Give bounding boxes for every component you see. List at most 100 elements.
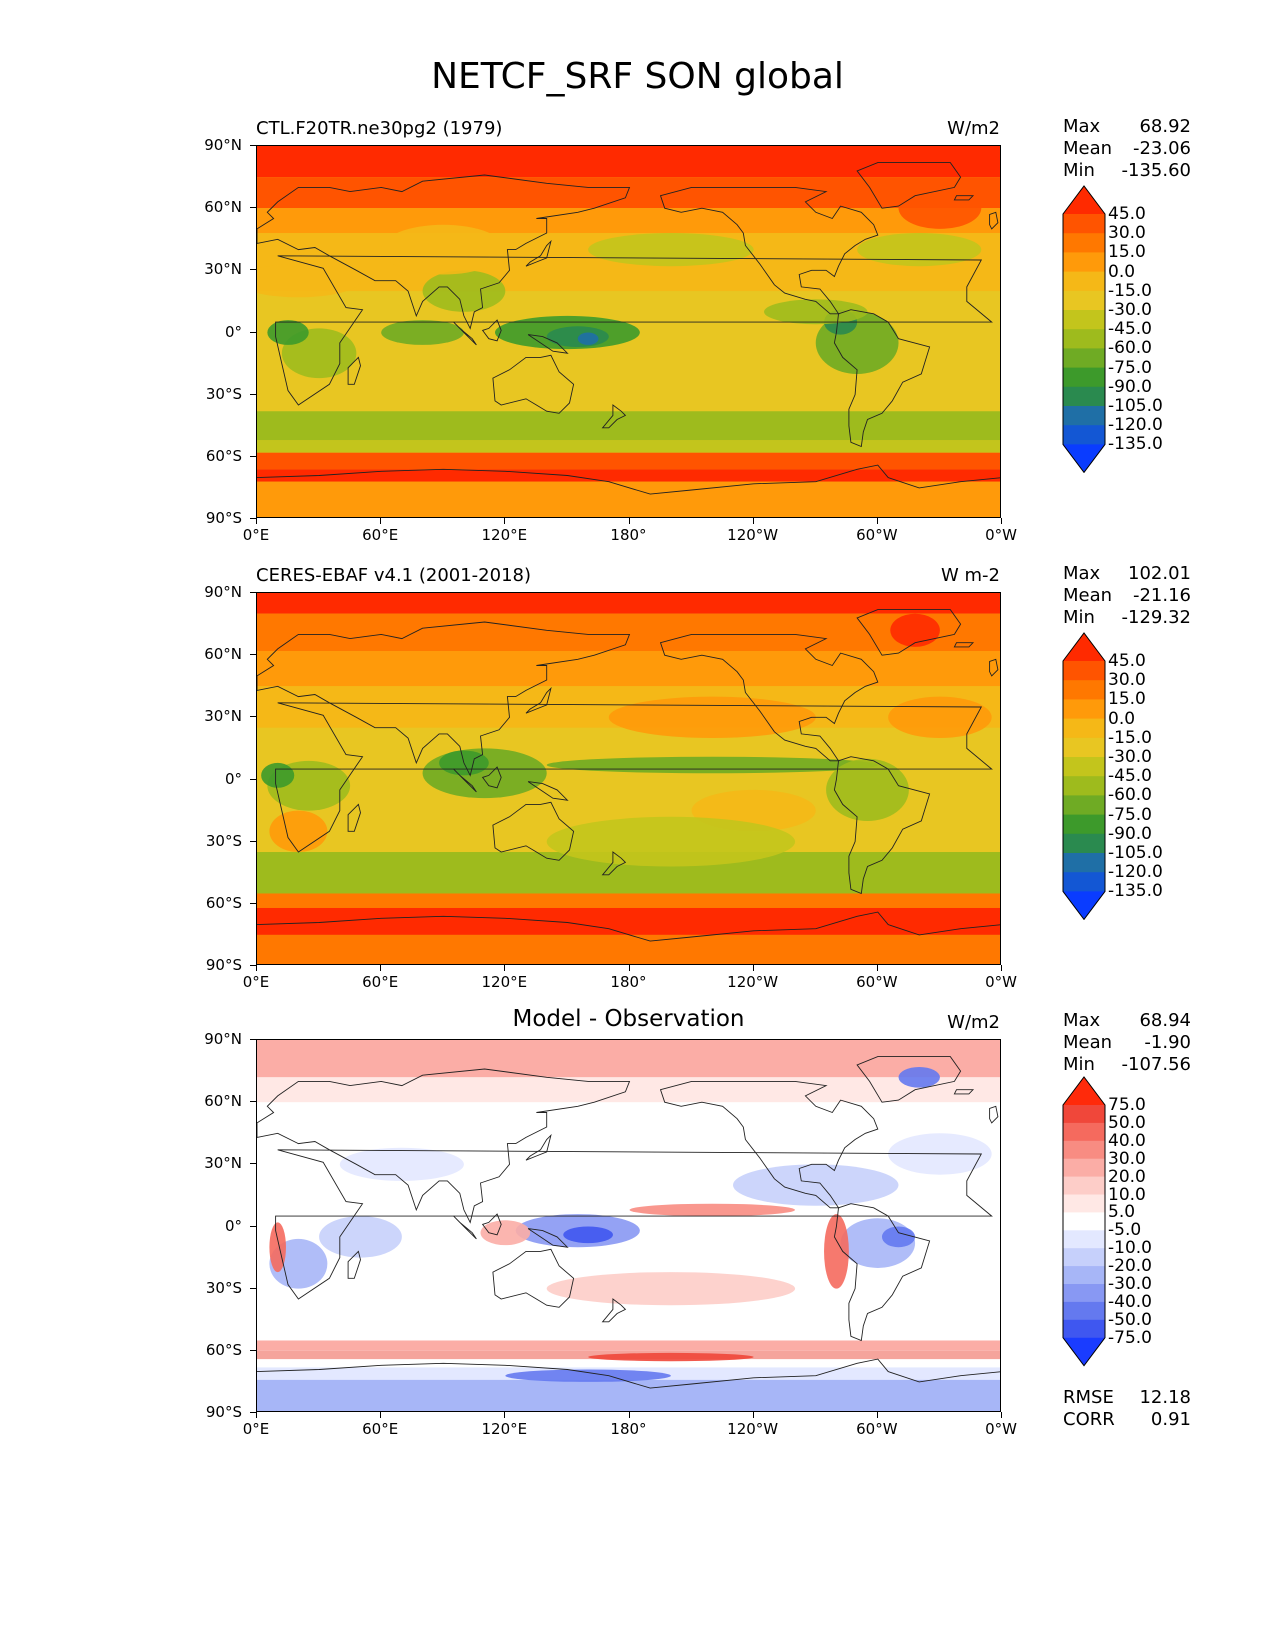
contour-blob bbox=[824, 1214, 849, 1289]
contour-blob bbox=[546, 326, 609, 348]
colorbar-label: -45.0 bbox=[1108, 766, 1152, 787]
map-panel: CTL.F20TR.ne30pg2 (1979) W/m2 90°N 60°N 30°N… bbox=[0, 116, 1275, 548]
x-tick bbox=[380, 965, 382, 971]
y-tick-label: 60°S bbox=[205, 446, 242, 465]
y-tick-label: 0° bbox=[224, 1216, 242, 1235]
colorbar-segment bbox=[1063, 1122, 1105, 1142]
colorbar-segment bbox=[1063, 386, 1105, 407]
colorbar-label: 15.0 bbox=[1108, 242, 1146, 263]
stats-block: Max 102.01 Mean -21.16 Min -129.32 bbox=[1063, 563, 1191, 629]
colorbar-segment bbox=[1063, 367, 1105, 388]
x-tick-label: 0°E bbox=[242, 1420, 270, 1438]
map-plot bbox=[256, 592, 1001, 965]
y-tick bbox=[250, 1039, 256, 1040]
contour-band bbox=[257, 177, 1000, 209]
contour-band bbox=[257, 411, 1000, 441]
colorbar-segment bbox=[1063, 425, 1105, 445]
colorbar-label: -90.0 bbox=[1108, 823, 1152, 844]
panel-title: Model - Observation bbox=[512, 1006, 745, 1032]
skill-scores: RMSE 12.18 CORR 0.91 bbox=[1063, 1387, 1191, 1431]
contour-blob bbox=[588, 1352, 754, 1362]
colorbar-label: -15.0 bbox=[1108, 727, 1152, 748]
colorbar-segment bbox=[1063, 1284, 1105, 1303]
colorbar-label: 45.0 bbox=[1108, 204, 1146, 224]
contour-blob bbox=[577, 332, 599, 345]
y-tick bbox=[250, 518, 256, 519]
skill-value: 0.91 bbox=[1150, 1408, 1191, 1430]
x-tick-label: 120°W bbox=[727, 1420, 779, 1438]
y-tick-label: 30°S bbox=[205, 831, 242, 850]
coastline-namerica bbox=[659, 1080, 879, 1209]
units-label: W/m2 bbox=[947, 118, 1000, 139]
contour-blob bbox=[890, 613, 940, 647]
colorbar-label: 10.0 bbox=[1108, 1184, 1146, 1205]
stat-name: Max bbox=[1063, 116, 1101, 137]
stat-value: -1.90 bbox=[1144, 1032, 1191, 1053]
colorbar-label: -60.0 bbox=[1108, 338, 1152, 359]
colorbar-segment bbox=[1063, 233, 1105, 253]
contour-blob bbox=[381, 320, 464, 345]
colorbar-segment bbox=[1063, 214, 1105, 234]
colorbar-label: -120.0 bbox=[1108, 415, 1163, 436]
y-tick-label: 60°S bbox=[205, 1340, 242, 1359]
x-tick-label: 180° bbox=[610, 526, 647, 544]
colorbar-segment bbox=[1063, 310, 1105, 330]
contour-blob bbox=[588, 233, 754, 267]
contour-blob bbox=[480, 1220, 531, 1246]
y-tick bbox=[250, 965, 256, 966]
y-tick bbox=[250, 840, 256, 842]
stat-name: Mean bbox=[1063, 585, 1113, 606]
x-tick bbox=[380, 1412, 382, 1418]
x-tick-label: 0°W bbox=[985, 526, 1017, 544]
x-tick bbox=[504, 518, 506, 524]
colorbar bbox=[1062, 1076, 1106, 1367]
colorbar-outline bbox=[1062, 185, 1106, 474]
y-tick bbox=[250, 455, 256, 457]
x-tick-label: 60°W bbox=[856, 973, 898, 991]
colorbar-segment bbox=[1063, 1212, 1105, 1231]
x-tick bbox=[752, 518, 754, 524]
colorbar-segment bbox=[1063, 757, 1105, 777]
coastline-eurasia bbox=[257, 174, 631, 330]
y-tick-label: 60°N bbox=[204, 1092, 242, 1111]
colorbar-label: -135.0 bbox=[1108, 881, 1163, 902]
colorbar-segment bbox=[1063, 853, 1105, 873]
coastline-borneo bbox=[481, 1213, 502, 1236]
coastline-africa bbox=[275, 1149, 993, 1300]
coastline-antarctica bbox=[257, 1358, 1000, 1389]
y-tick-label: 90°S bbox=[205, 1403, 242, 1421]
skill-name: CORR bbox=[1063, 1408, 1115, 1430]
colorbar-label: 20.0 bbox=[1108, 1166, 1146, 1187]
stat-name: Max bbox=[1063, 563, 1101, 584]
coastline-iceland bbox=[953, 642, 975, 648]
contour-band bbox=[257, 208, 1000, 234]
coastline-africa bbox=[275, 255, 993, 406]
x-tick bbox=[256, 1412, 257, 1418]
x-tick bbox=[628, 518, 630, 524]
x-tick-label: 60°E bbox=[362, 973, 399, 991]
colorbar-segment bbox=[1063, 1319, 1105, 1339]
stat-row: Min -135.60 bbox=[1063, 160, 1191, 182]
x-tick-label: 0°W bbox=[985, 973, 1017, 991]
colorbar bbox=[1062, 185, 1106, 474]
map-panel: Model - Observation W/m2 90°N 60°N 30°N 0° 30°… bbox=[0, 1006, 1275, 1442]
colorbar-segment bbox=[1063, 1105, 1105, 1124]
colorbar-bottom-extend bbox=[1063, 1337, 1105, 1366]
coastline-indonesia1 bbox=[453, 768, 477, 793]
colorbar-segment bbox=[1063, 406, 1105, 426]
contour-band bbox=[257, 1379, 1000, 1411]
contour-blob bbox=[629, 1203, 796, 1217]
contour-blob bbox=[857, 233, 982, 267]
y-tick-label: 90°S bbox=[205, 956, 242, 974]
contour-blob bbox=[546, 1272, 796, 1306]
x-tick bbox=[504, 1412, 506, 1418]
contour-blob bbox=[422, 270, 506, 312]
contour-blob bbox=[881, 1226, 916, 1248]
colorbar-top-extend bbox=[1063, 1077, 1105, 1105]
y-tick bbox=[250, 1101, 256, 1103]
coastline-eurasia bbox=[257, 1068, 631, 1224]
colorbar-segment bbox=[1063, 737, 1105, 758]
colorbar-label: 15.0 bbox=[1108, 689, 1146, 710]
stat-row: Mean -21.16 bbox=[1063, 585, 1191, 607]
panel-title: CERES-EBAF v4.1 (2001-2018) bbox=[256, 565, 532, 586]
